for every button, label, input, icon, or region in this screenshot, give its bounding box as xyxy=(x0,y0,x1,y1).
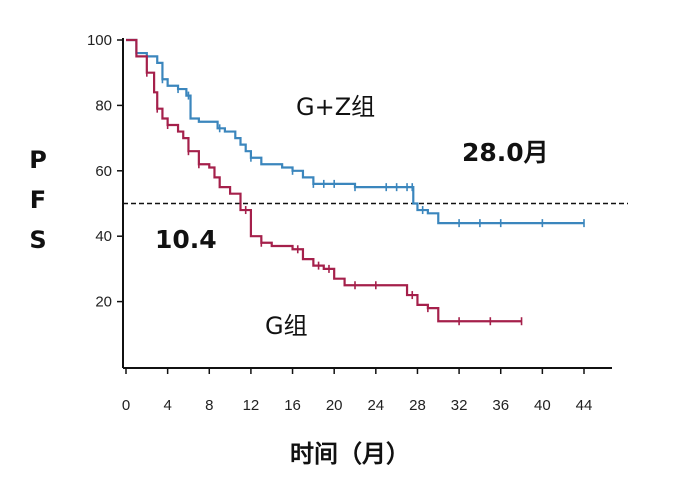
x-tick-label-9: 36 xyxy=(492,397,509,414)
x-tick-label-11: 44 xyxy=(576,397,593,414)
series-line-g xyxy=(126,38,522,323)
axis-ticks: 0 4 8 12 16 20 24 28 32 36 40 44 20 40 60 80 100 xyxy=(87,32,592,414)
y-axis-title: P F S xyxy=(29,146,47,254)
y-tick-label-4: 100 xyxy=(87,32,112,49)
series-line-gz xyxy=(126,38,584,225)
x-tick-label-10: 40 xyxy=(534,397,551,414)
x-axis-title: 时间（月） xyxy=(290,440,410,468)
x-tick-label-7: 28 xyxy=(409,397,426,414)
x-tick-label-3: 12 xyxy=(243,397,260,414)
x-tick-label-6: 24 xyxy=(367,397,384,414)
x-tick-label-2: 8 xyxy=(205,397,213,414)
annotation-gz-median: 28.0月 xyxy=(462,138,549,167)
censor-marks xyxy=(146,68,585,326)
x-tick-label-4: 16 xyxy=(284,397,301,414)
annotation-g-group: G组 xyxy=(265,312,308,340)
y-tick-label-3: 80 xyxy=(95,97,112,114)
y-tick-label-1: 40 xyxy=(95,228,112,245)
annotation-gz-group: G+Z组 xyxy=(296,93,375,121)
annotation-g-median: 10.4 xyxy=(155,225,217,254)
x-tick-label-1: 4 xyxy=(163,397,171,414)
y-axis-title-char-2: F xyxy=(30,186,46,214)
y-tick-label-0: 20 xyxy=(95,294,112,311)
x-tick-label-0: 0 xyxy=(122,397,130,414)
x-tick-label-8: 32 xyxy=(451,397,468,414)
y-axis-title-char-1: P xyxy=(29,146,47,174)
survival-curves xyxy=(126,38,584,323)
y-axis-title-char-3: S xyxy=(29,226,46,254)
x-tick-label-5: 20 xyxy=(326,397,343,414)
y-tick-label-2: 60 xyxy=(95,163,112,180)
